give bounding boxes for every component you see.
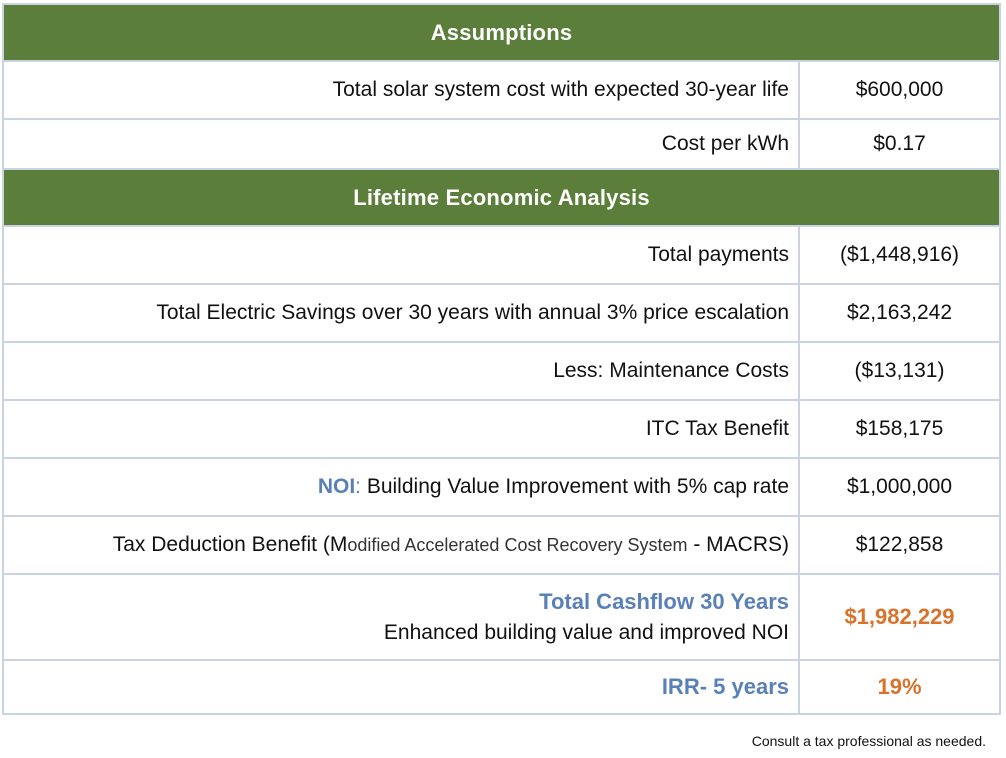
row-value: $158,175	[855, 417, 944, 440]
table-row-cashflow: Total Cashflow 30 Years Enhanced buildin…	[4, 573, 999, 659]
macrs-m: M	[329, 533, 348, 556]
section-header-analysis: Lifetime Economic Analysis	[4, 168, 999, 225]
row-label-text: NOI: Building Value Improvement with 5% …	[318, 475, 789, 499]
row-label: ITC Tax Benefit	[4, 401, 800, 457]
row-value: ($13,131)	[854, 359, 945, 382]
footnote: Consult a tax professional as needed.	[751, 733, 986, 749]
cashflow-subtitle: Enhanced building value and improved NOI	[383, 621, 789, 644]
row-label-text: Total Electric Savings over 30 years wit…	[156, 301, 789, 324]
noi-label: Building Value Improvement with 5% cap r…	[361, 475, 789, 498]
row-label-text: Cost per kWh	[661, 132, 789, 155]
row-label: Total Electric Savings over 30 years wit…	[4, 285, 800, 341]
row-value: $1,000,000	[846, 475, 953, 498]
row-label-text: Total solar system cost with expected 30…	[332, 78, 789, 101]
table-row: NOI: Building Value Improvement with 5% …	[4, 457, 999, 515]
economic-analysis-table: Assumptions Total solar system cost with…	[2, 3, 1001, 715]
row-label-text: ITC Tax Benefit	[645, 417, 789, 440]
table-row: Total payments ($1,448,916)	[4, 225, 999, 283]
table-row: ITC Tax Benefit $158,175	[4, 399, 999, 457]
noi-colon: :	[355, 475, 361, 498]
section-title: Lifetime Economic Analysis	[353, 184, 650, 210]
section-header-assumptions: Assumptions	[4, 3, 999, 60]
row-label-text: Total payments	[647, 243, 789, 266]
row-value: $600,000	[855, 78, 944, 101]
row-label: Total solar system cost with expected 30…	[4, 62, 800, 118]
section-title: Assumptions	[430, 19, 573, 45]
row-label: Less: Maintenance Costs	[4, 343, 800, 399]
table-row-irr: IRR- 5 years 19%	[4, 659, 999, 715]
table-row: Tax Deduction Benefit (Modified Accelera…	[4, 515, 999, 573]
row-label: Total payments	[4, 227, 800, 283]
irr-value: 19%	[877, 674, 922, 699]
row-value: $0.17	[873, 132, 926, 155]
macrs-suffix: - MACRS)	[687, 533, 789, 556]
row-label: Cost per kWh	[4, 120, 800, 168]
row-label-text: Less: Maintenance Costs	[553, 359, 789, 382]
row-value: ($1,448,916)	[839, 243, 960, 266]
macrs-label-main: Tax Deduction Benefit (	[112, 533, 330, 556]
table-row: Total solar system cost with expected 30…	[4, 60, 999, 118]
table-row: Total Electric Savings over 30 years wit…	[4, 283, 999, 341]
row-label: Total Cashflow 30 Years Enhanced buildin…	[4, 575, 800, 659]
row-label: NOI: Building Value Improvement with 5% …	[4, 459, 800, 515]
row-label-text: Tax Deduction Benefit (Modified Accelera…	[113, 533, 789, 557]
cashflow-title: Total Cashflow 30 Years	[539, 589, 789, 614]
row-value: $122,858	[855, 533, 944, 556]
row-value: $2,163,242	[846, 301, 953, 324]
row-label: Tax Deduction Benefit (Modified Accelera…	[4, 517, 800, 573]
table-row: Cost per kWh $0.17	[4, 118, 999, 168]
noi-prefix: NOI	[317, 475, 356, 498]
row-label: IRR- 5 years	[4, 661, 800, 713]
cashflow-value: $1,982,229	[844, 604, 955, 629]
irr-label: IRR- 5 years	[661, 674, 789, 699]
table-row: Less: Maintenance Costs ($13,131)	[4, 341, 999, 399]
macrs-small: odified Accelerated Cost Recovery System	[347, 535, 688, 555]
